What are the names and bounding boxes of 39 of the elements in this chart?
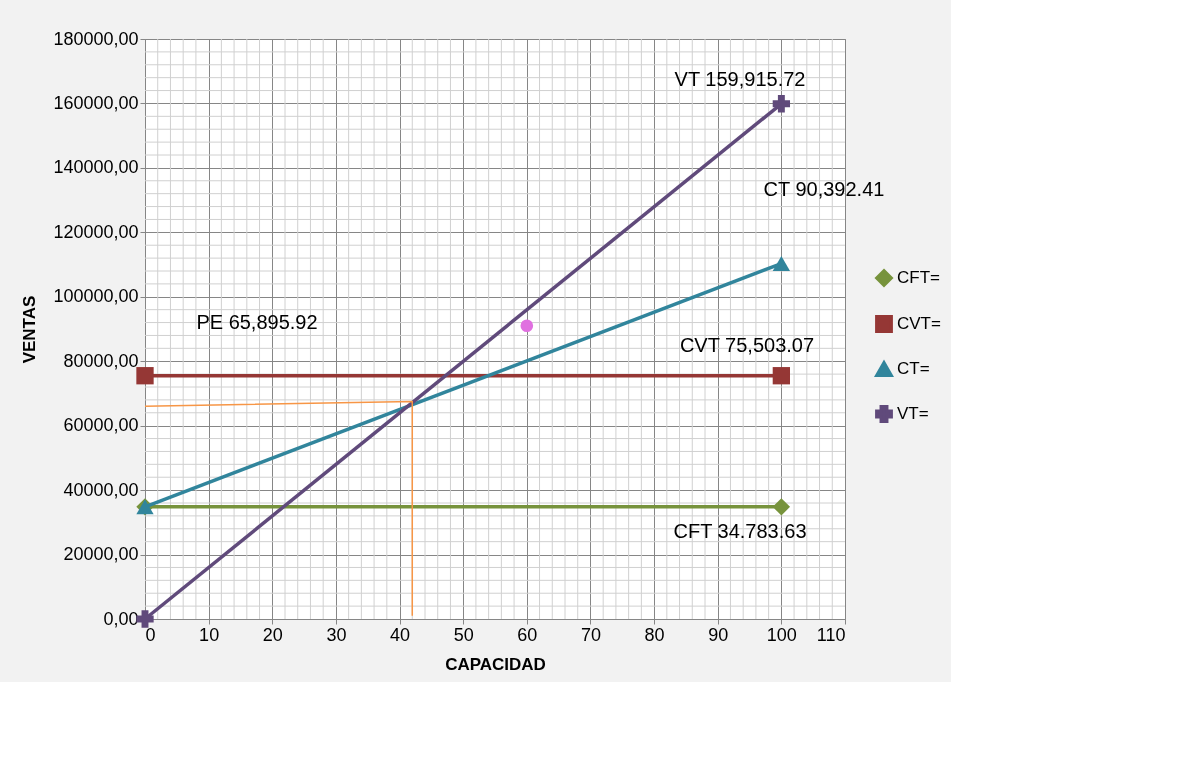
annotation: CT 90,392.41 [763, 177, 885, 200]
legend-label: VT= [897, 404, 929, 423]
x-axis-title: CAPACIDAD [445, 654, 546, 674]
y-tick-label: 40000,00 [63, 479, 139, 500]
point [772, 95, 791, 113]
y-tick-label: 80000,00 [63, 350, 139, 371]
point [136, 610, 154, 628]
x-tick-label: 10 [199, 624, 220, 645]
x-tick-label: 60 [517, 624, 538, 645]
x-tick-label: 80 [644, 624, 665, 645]
annotation: VT 159,915.72 [674, 67, 806, 90]
point [772, 367, 791, 385]
y-tick-label: 100000,00 [53, 286, 139, 307]
x-tick-label: 70 [580, 624, 601, 645]
point [772, 498, 791, 516]
x-tick-label: 0 [145, 624, 156, 645]
x-tick-label: 50 [453, 624, 474, 645]
legend-label: CT= [897, 359, 930, 378]
annotation: CVT 75,503.07 [679, 334, 815, 357]
y-tick-label: 180000,00 [53, 28, 139, 49]
y-tick-label: 120000,00 [53, 221, 139, 242]
y-tick-label: 60000,00 [63, 415, 139, 436]
x-tick-label: 20 [262, 624, 283, 645]
x-tick-label: 90 [708, 624, 729, 645]
y-axis-title: VENTAS [20, 295, 40, 364]
x-tick-label: 40 [390, 624, 411, 645]
legend-label: CVT= [897, 314, 941, 333]
x-tick-label: 100 [766, 624, 797, 645]
point [136, 367, 154, 385]
y-tick-label: 160000,00 [53, 92, 139, 113]
y-tick-label: 20000,00 [63, 544, 139, 565]
y-tick-label: 140000,00 [53, 157, 139, 178]
x-tick-label: 110 [816, 624, 846, 645]
x-tick-label: 30 [326, 624, 347, 645]
annotation: CFT 34.783.63 [673, 520, 807, 542]
annotation: PE 65,895.92 [196, 311, 318, 334]
legend-label: CFT= [897, 268, 941, 287]
y-tick-label: 0,00 [103, 608, 139, 629]
point [520, 319, 534, 333]
